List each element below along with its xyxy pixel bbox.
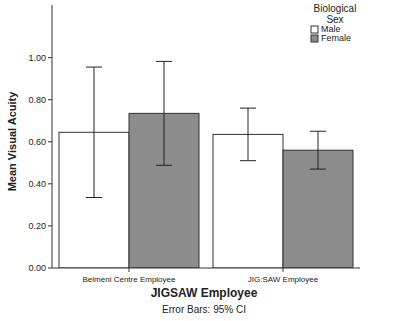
y-tick [48,268,52,269]
error-bar [86,67,102,197]
legend-label: Female [321,33,351,43]
y-tick-label: 0.00 [28,263,46,273]
x-tick [129,268,130,272]
chart: 0.00 0.20 0.40 0.60 0.80 1.00 Belmeni Centre E… [0,0,400,321]
y-tick-label: 1.00 [28,53,46,63]
x-tick [283,268,284,272]
y-axis-title: Mean Visual Acuity [6,91,18,192]
y-tick [48,99,52,100]
error-bar [310,131,326,169]
legend-swatch [311,35,318,42]
y-tick-label: 0.20 [28,221,46,231]
y-tick-label: 0.80 [28,95,46,105]
y-tick [48,57,52,58]
x-axis-title: JIGSAW Employee [151,286,258,300]
legend-swatch [311,26,318,33]
y-tick [48,183,52,184]
x-tick-label: Belmeni Centre Employee [83,275,176,284]
x-tick-label: JIG:SAW Employee [248,275,319,284]
error-bar [240,108,256,161]
bars [59,61,353,268]
legend-title: BiologicalSex [314,3,357,25]
y-tick [48,225,52,226]
y-tick-label: 0.40 [28,179,46,189]
x-axis [52,268,360,269]
y-tick [48,141,52,142]
y-axis [52,5,53,268]
y-tick-label: 0.60 [28,137,46,147]
legend-title-line: Biological [314,3,357,14]
error-bar [156,61,172,165]
annotation: Error Bars: 95% CI [162,304,246,315]
